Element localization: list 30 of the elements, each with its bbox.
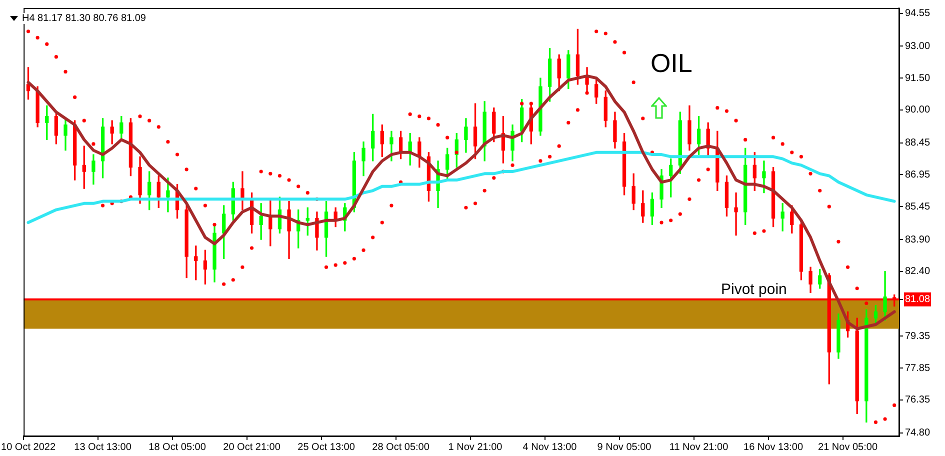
x-tick-label: 4 Nov 13:00 — [522, 442, 578, 453]
x-tick-label: 28 Oct 05:00 — [372, 442, 430, 453]
x-tick-label: 13 Oct 13:00 — [74, 442, 132, 453]
y-tick-label: 94.55 — [905, 8, 930, 20]
y-tick-label: 83.90 — [905, 234, 930, 246]
x-tick-label: 20 Oct 21:00 — [223, 442, 281, 453]
y-tick-label: 79.35 — [905, 330, 930, 342]
y-tick-label: 76.35 — [905, 394, 930, 406]
y-tick-label: 88.45 — [905, 138, 930, 149]
x-tick-label: 1 Nov 21:00 — [448, 442, 503, 453]
x-tick-label: 11 Nov 21:00 — [669, 442, 729, 453]
x-tick-label: 16 Nov 13:00 — [744, 442, 804, 453]
text: H4 81.17 81.30 80.76 81.09 — [22, 13, 146, 24]
y-tick-label: 74.80 — [905, 428, 930, 439]
y-tick-label: 77.85 — [905, 362, 930, 374]
y-tick-label: 90.00 — [905, 104, 930, 116]
y-tick-label: 82.40 — [905, 266, 930, 278]
x-tick-label: 10 Oct 2022 — [1, 442, 56, 453]
ref-line-label: Pivot poin — [721, 281, 787, 298]
x-tick-label: 18 Oct 05:00 — [148, 442, 206, 453]
x-tick-label: 21 Nov 05:00 — [818, 442, 878, 453]
x-tick-label: 9 Nov 05:00 — [597, 442, 652, 453]
x-tick-label: 25 Oct 13:00 — [298, 442, 356, 453]
y-tick-label: 85.45 — [905, 201, 930, 212]
annotation: OIL — [650, 48, 692, 78]
y-tick-label: 81.08 — [905, 294, 930, 306]
y-tick-label: 93.00 — [905, 40, 930, 52]
candlestick — [734, 192, 738, 236]
y-tick-label: 91.50 — [905, 72, 930, 84]
y-tick-label: 86.95 — [905, 169, 930, 180]
